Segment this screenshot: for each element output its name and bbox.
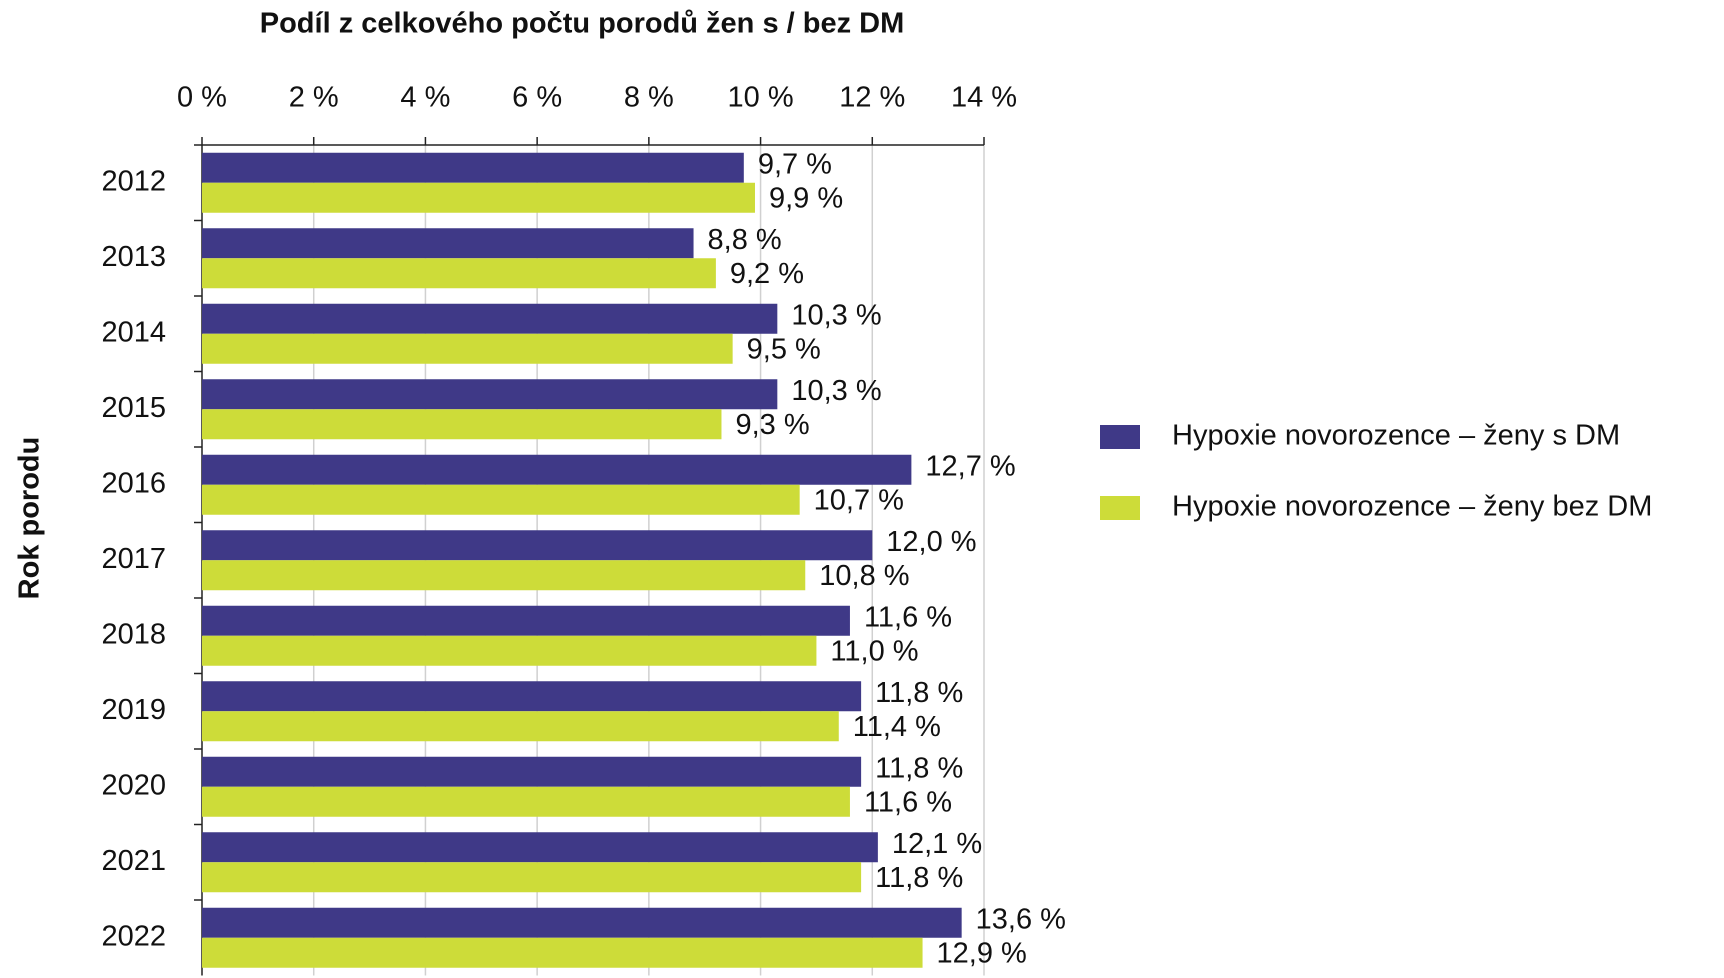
- value-label: 11,4 %: [853, 711, 941, 743]
- bar: [202, 484, 800, 515]
- y-tick-label: 2017: [101, 543, 166, 575]
- value-label: 11,6 %: [864, 601, 952, 633]
- value-label: 12,9 %: [937, 937, 1027, 969]
- y-axis-label: Rok porodu: [14, 437, 46, 600]
- bar: [202, 409, 722, 440]
- value-label: 11,6 %: [864, 786, 952, 818]
- y-tick-label: 2019: [101, 694, 166, 726]
- legend-label: Hypoxie novorozence – ženy s DM: [1172, 420, 1620, 452]
- x-tick-label: 8 %: [624, 82, 674, 114]
- value-label: 9,2 %: [730, 258, 804, 290]
- y-tick-label: 2016: [101, 467, 166, 499]
- value-label: 10,3 %: [791, 299, 881, 331]
- value-label: 10,8 %: [819, 560, 909, 592]
- bar: [202, 303, 778, 334]
- x-tick-label: 2 %: [289, 82, 339, 114]
- y-tick-label: 2012: [101, 165, 166, 197]
- bar: [202, 786, 850, 817]
- value-label: 11,8 %: [875, 752, 963, 784]
- chart-title: Podíl z celkového počtu porodů žen s / b…: [260, 8, 905, 40]
- value-label: 8,8 %: [708, 224, 782, 256]
- value-label: 10,3 %: [791, 375, 881, 407]
- y-tick-label: 2020: [101, 769, 166, 801]
- bar: [202, 454, 912, 485]
- bar: [202, 379, 778, 410]
- bar: [202, 681, 862, 712]
- value-label: 11,8 %: [875, 677, 963, 709]
- bar: [202, 560, 806, 591]
- bar: [202, 711, 839, 742]
- y-tick-label: 2018: [101, 618, 166, 650]
- value-label: 10,7 %: [814, 484, 904, 516]
- value-label: 12,7 %: [925, 450, 1015, 482]
- bar: [202, 635, 817, 666]
- legend-label: Hypoxie novorozence – ženy bez DM: [1172, 491, 1652, 523]
- bar: [202, 862, 862, 893]
- x-tick-label: 6 %: [512, 82, 562, 114]
- y-tick-label: 2014: [101, 316, 166, 348]
- y-tick-label: 2015: [101, 392, 166, 424]
- bar: [202, 258, 716, 289]
- x-tick-label: 14 %: [951, 82, 1017, 114]
- bar: [202, 152, 744, 183]
- bar: [202, 605, 850, 636]
- value-label: 12,0 %: [886, 526, 976, 558]
- y-tick-label: 2021: [101, 845, 166, 877]
- value-label: 12,1 %: [892, 828, 982, 860]
- value-label: 9,3 %: [735, 409, 809, 441]
- x-tick-label: 4 %: [400, 82, 450, 114]
- value-label: 11,8 %: [875, 862, 963, 894]
- value-label: 13,6 %: [976, 903, 1066, 935]
- x-tick-label: 12 %: [839, 82, 905, 114]
- y-tick-label: 2022: [101, 920, 166, 952]
- legend-swatch: [1100, 425, 1140, 449]
- bar: [202, 907, 962, 938]
- value-label: 11,0 %: [830, 635, 918, 667]
- legend-swatch: [1100, 496, 1140, 520]
- bar: [202, 228, 694, 259]
- bar: [202, 756, 862, 787]
- bar: [202, 182, 755, 213]
- bar: [202, 832, 878, 863]
- bar: [202, 530, 873, 561]
- value-label: 9,5 %: [747, 333, 821, 365]
- x-tick-label: 0 %: [177, 82, 227, 114]
- value-label: 9,9 %: [769, 182, 843, 214]
- y-tick-label: 2013: [101, 241, 166, 273]
- bar: [202, 937, 923, 968]
- value-label: 9,7 %: [758, 148, 832, 180]
- x-tick-label: 10 %: [728, 82, 794, 114]
- bar: [202, 333, 733, 364]
